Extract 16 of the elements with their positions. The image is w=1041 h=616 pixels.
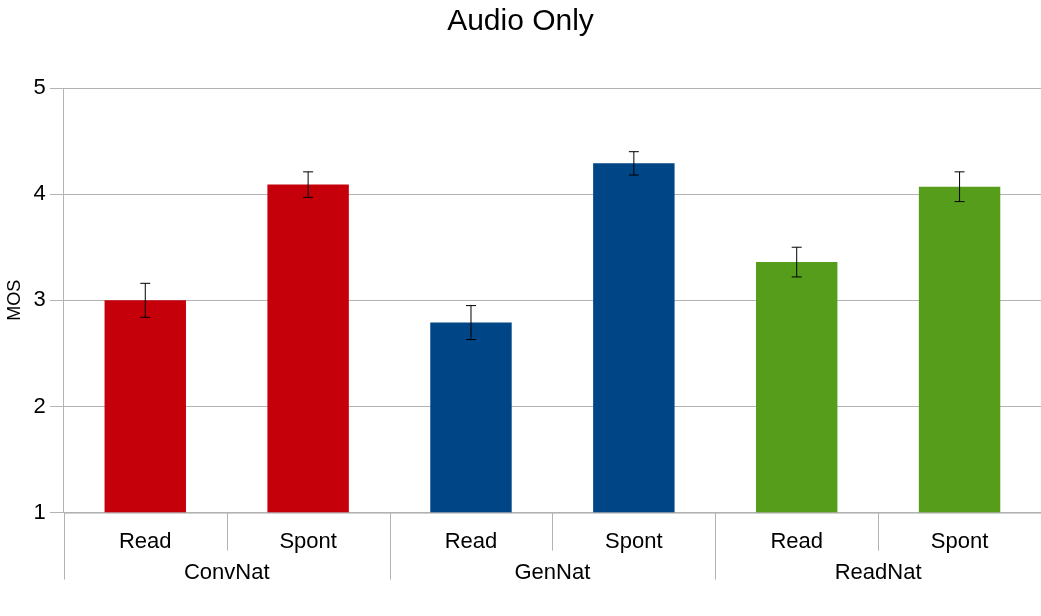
x-tick-label: Spont bbox=[605, 527, 663, 553]
y-tick-label: 2 bbox=[33, 392, 46, 418]
y-tick-label: 1 bbox=[33, 498, 46, 524]
y-tick-label: 5 bbox=[33, 74, 46, 100]
x-tick-label: Read bbox=[118, 527, 172, 553]
x-tick-label: Spont bbox=[930, 527, 989, 553]
x-tick-label: Read bbox=[770, 527, 824, 553]
text: ReadNat bbox=[834, 558, 922, 584]
y-axis-title: MOS bbox=[3, 279, 24, 321]
x-tick-label: Read bbox=[444, 527, 498, 553]
y-tick-label: 4 bbox=[33, 180, 46, 206]
y-tick-label: 3 bbox=[33, 286, 46, 312]
text: ConvNat bbox=[183, 558, 270, 584]
chart-title: Audio Only bbox=[447, 3, 594, 37]
text: GenNat bbox=[514, 558, 591, 584]
x-tick-label: Spont bbox=[279, 527, 337, 553]
